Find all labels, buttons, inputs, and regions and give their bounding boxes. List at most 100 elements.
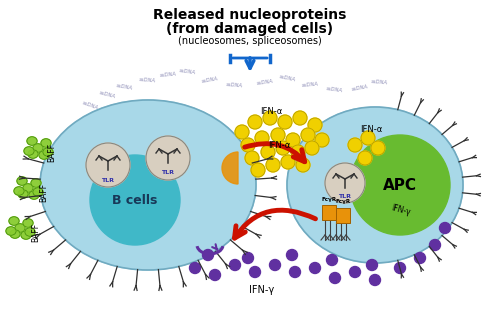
- Text: FcγR: FcγR: [336, 200, 350, 205]
- Ellipse shape: [41, 139, 51, 147]
- Text: ssDNA: ssDNA: [99, 91, 117, 99]
- Circle shape: [86, 143, 130, 187]
- Text: Released nucleoproteins: Released nucleoproteins: [154, 8, 346, 22]
- Circle shape: [255, 131, 269, 145]
- Circle shape: [315, 133, 329, 147]
- Circle shape: [326, 255, 338, 265]
- Circle shape: [286, 133, 300, 147]
- Circle shape: [394, 263, 406, 273]
- Text: ssDNA: ssDNA: [226, 82, 244, 88]
- Circle shape: [190, 263, 200, 273]
- Text: ssDNA: ssDNA: [81, 100, 99, 110]
- Circle shape: [348, 138, 362, 152]
- Text: ssDNA: ssDNA: [140, 77, 156, 83]
- Ellipse shape: [29, 191, 39, 199]
- Text: BAFF: BAFF: [32, 222, 40, 242]
- Ellipse shape: [39, 151, 49, 159]
- Ellipse shape: [9, 217, 19, 225]
- Circle shape: [281, 155, 295, 169]
- Circle shape: [290, 266, 300, 277]
- Ellipse shape: [31, 179, 41, 187]
- Text: ssDNA: ssDNA: [279, 74, 297, 82]
- Text: ssDNA: ssDNA: [372, 79, 388, 85]
- Text: BAFF: BAFF: [40, 182, 48, 201]
- Text: ssDNA: ssDNA: [179, 68, 197, 76]
- Ellipse shape: [43, 148, 53, 156]
- Circle shape: [293, 111, 307, 125]
- Ellipse shape: [28, 150, 38, 158]
- Text: ssDNA: ssDNA: [201, 76, 219, 84]
- Circle shape: [250, 266, 260, 277]
- Circle shape: [301, 128, 315, 142]
- Circle shape: [261, 145, 275, 159]
- Circle shape: [430, 239, 440, 251]
- Circle shape: [251, 163, 265, 177]
- Ellipse shape: [287, 107, 463, 263]
- Circle shape: [90, 155, 180, 245]
- Text: FcγR: FcγR: [322, 197, 336, 202]
- Text: IFN-γ: IFN-γ: [250, 285, 274, 295]
- Circle shape: [270, 260, 280, 270]
- Ellipse shape: [40, 100, 256, 270]
- Circle shape: [245, 151, 259, 165]
- Text: (from damaged cells): (from damaged cells): [166, 22, 334, 36]
- Circle shape: [308, 118, 322, 132]
- Ellipse shape: [17, 177, 27, 185]
- Text: ssDNA: ssDNA: [160, 72, 176, 78]
- Circle shape: [296, 158, 310, 172]
- Ellipse shape: [21, 231, 31, 239]
- Text: ssDNA: ssDNA: [326, 86, 344, 94]
- Text: ssDNA: ssDNA: [351, 84, 369, 92]
- Circle shape: [230, 260, 240, 270]
- Ellipse shape: [24, 147, 34, 155]
- Text: IFN-α: IFN-α: [260, 108, 282, 116]
- Circle shape: [241, 138, 255, 152]
- Circle shape: [361, 131, 375, 145]
- Circle shape: [350, 135, 450, 235]
- Circle shape: [414, 252, 426, 264]
- Text: ssDNA: ssDNA: [116, 83, 134, 91]
- Text: TLR: TLR: [102, 177, 114, 183]
- Ellipse shape: [27, 137, 37, 145]
- Circle shape: [235, 125, 249, 139]
- Ellipse shape: [23, 184, 33, 192]
- Circle shape: [263, 111, 277, 125]
- Circle shape: [310, 263, 320, 273]
- Ellipse shape: [15, 224, 25, 232]
- Circle shape: [266, 158, 280, 172]
- Wedge shape: [222, 152, 238, 184]
- Text: ssDNA: ssDNA: [302, 82, 318, 88]
- Ellipse shape: [14, 187, 24, 195]
- Circle shape: [278, 115, 292, 129]
- Text: ssDNA: ssDNA: [256, 78, 274, 86]
- Circle shape: [325, 163, 365, 203]
- Text: IFN-γ: IFN-γ: [390, 203, 411, 217]
- Text: IFN-α: IFN-α: [268, 141, 290, 150]
- Text: B cells: B cells: [112, 193, 158, 206]
- Ellipse shape: [6, 227, 16, 235]
- Circle shape: [146, 136, 190, 180]
- Text: IFN-α: IFN-α: [360, 125, 382, 134]
- Circle shape: [371, 141, 385, 155]
- Ellipse shape: [25, 228, 35, 236]
- Circle shape: [210, 269, 220, 281]
- Circle shape: [242, 252, 254, 264]
- Circle shape: [358, 151, 372, 165]
- Ellipse shape: [10, 230, 20, 238]
- Circle shape: [248, 115, 262, 129]
- FancyBboxPatch shape: [336, 208, 349, 222]
- Circle shape: [350, 266, 360, 277]
- Circle shape: [271, 128, 285, 142]
- Circle shape: [276, 141, 290, 155]
- Ellipse shape: [23, 219, 33, 227]
- Text: (nucleosomes, spliceosomes): (nucleosomes, spliceosomes): [178, 36, 322, 46]
- Text: APC: APC: [383, 177, 417, 193]
- Text: BAFF: BAFF: [48, 142, 56, 162]
- FancyBboxPatch shape: [322, 205, 336, 219]
- Circle shape: [330, 273, 340, 283]
- Circle shape: [291, 145, 305, 159]
- Ellipse shape: [33, 144, 43, 152]
- Circle shape: [366, 260, 378, 270]
- Circle shape: [202, 249, 213, 260]
- Text: TLR: TLR: [338, 193, 351, 198]
